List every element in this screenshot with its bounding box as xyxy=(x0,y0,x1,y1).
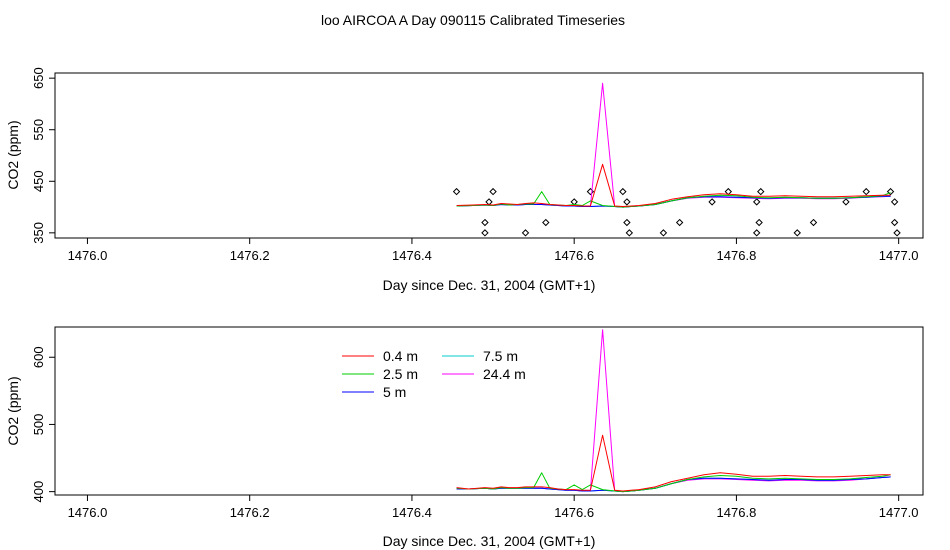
top-y-tick-label: 350 xyxy=(31,222,46,244)
top-series-line-0-4m xyxy=(456,163,891,207)
top-marker-point xyxy=(862,187,870,196)
legend: 0.4 m 2.5 m 5 m 7.5 m 24.4 m xyxy=(342,348,526,400)
bottom-y-axis-label: CO2 (ppm) xyxy=(5,376,21,445)
top-marker-point xyxy=(481,229,489,237)
top-marker-point xyxy=(893,229,901,237)
bottom-y-tick-label: 600 xyxy=(31,346,46,368)
bottom-y-axis: 400 500 600 xyxy=(31,346,55,502)
top-marker-point xyxy=(809,218,818,227)
chart-title: loo AIRCOA A Day 090115 Calibrated Times… xyxy=(321,12,625,28)
top-marker-point xyxy=(757,187,765,196)
top-marker-point xyxy=(481,218,489,227)
top-marker-point xyxy=(886,187,895,196)
legend-label-7-5m: 7.5 m xyxy=(483,348,518,364)
top-marker-point xyxy=(659,229,668,237)
bottom-series-line-2-5m xyxy=(456,472,891,493)
bottom-x-tick-label: 1476.4 xyxy=(392,505,432,520)
top-series-line-24-4m xyxy=(456,82,891,208)
bottom-x-tick-label: 1476.0 xyxy=(68,505,108,520)
bottom-x-axis-label: Day since Dec. 31, 2004 (GMT+1) xyxy=(383,533,596,549)
top-series-lines xyxy=(456,82,891,208)
legend-label-5m: 5 m xyxy=(383,384,406,400)
top-marker-point xyxy=(793,229,801,237)
top-x-tick-label: 1476.4 xyxy=(392,248,432,263)
top-x-tick-label: 1477.0 xyxy=(879,248,919,263)
top-panel: 1476.0 1476.2 1476.4 1476.6 1476.8 1477.0 350… xyxy=(5,67,924,293)
top-marker-point xyxy=(489,187,497,196)
top-marker-point xyxy=(675,218,684,227)
top-x-axis-label: Day since Dec. 31, 2004 (GMT+1) xyxy=(383,277,596,293)
top-marker-points xyxy=(452,187,901,237)
bottom-panel: 1476.0 1476.2 1476.4 1476.6 1476.8 1477.0 400… xyxy=(5,326,924,549)
top-marker-point xyxy=(890,198,899,206)
top-marker-point xyxy=(452,187,461,196)
bottom-x-tick-label: 1476.8 xyxy=(717,505,757,520)
bottom-series-line-0-4m xyxy=(456,434,891,492)
top-x-tick-label: 1476.8 xyxy=(717,248,757,263)
top-marker-point xyxy=(619,187,627,196)
top-x-tick-label: 1476.2 xyxy=(230,248,270,263)
bottom-x-tick-label: 1477.0 xyxy=(879,505,919,520)
top-plot-frame xyxy=(54,72,924,239)
top-y-tick-label: 450 xyxy=(31,170,46,192)
top-marker-point xyxy=(625,229,634,237)
top-y-tick-label: 650 xyxy=(31,67,46,89)
bottom-y-tick-label: 500 xyxy=(31,414,46,436)
top-y-tick-label: 550 xyxy=(31,119,46,141)
top-y-axis-label: CO2 (ppm) xyxy=(5,120,21,189)
top-marker-point xyxy=(542,218,550,227)
bottom-x-tick-label: 1476.6 xyxy=(554,505,594,520)
bottom-series-lines xyxy=(456,329,891,493)
bottom-x-tick-label: 1476.2 xyxy=(230,505,270,520)
top-x-tick-label: 1476.0 xyxy=(68,248,108,263)
top-marker-point xyxy=(755,218,763,227)
top-x-axis: 1476.0 1476.2 1476.4 1476.6 1476.8 1477.0 xyxy=(68,238,919,263)
bottom-plot-frame xyxy=(54,326,924,496)
top-x-tick-label: 1476.6 xyxy=(554,248,594,263)
top-marker-point xyxy=(890,218,899,227)
top-y-axis: 350 450 550 650 xyxy=(31,67,55,244)
bottom-y-tick-label: 400 xyxy=(31,481,46,503)
top-marker-point xyxy=(485,198,493,206)
top-marker-point xyxy=(521,229,530,237)
top-marker-point xyxy=(623,218,631,227)
bottom-x-axis: 1476.0 1476.2 1476.4 1476.6 1476.8 1477.0 xyxy=(68,495,919,520)
bottom-series-line-24-4m xyxy=(456,329,891,493)
legend-label-0-4m: 0.4 m xyxy=(383,348,418,364)
top-marker-point xyxy=(842,198,850,206)
legend-label-24-4m: 24.4 m xyxy=(483,366,526,382)
top-marker-point xyxy=(752,198,761,206)
legend-label-2-5m: 2.5 m xyxy=(383,366,418,382)
top-marker-point xyxy=(708,198,716,206)
top-marker-point xyxy=(752,229,761,237)
top-marker-point xyxy=(623,198,631,206)
